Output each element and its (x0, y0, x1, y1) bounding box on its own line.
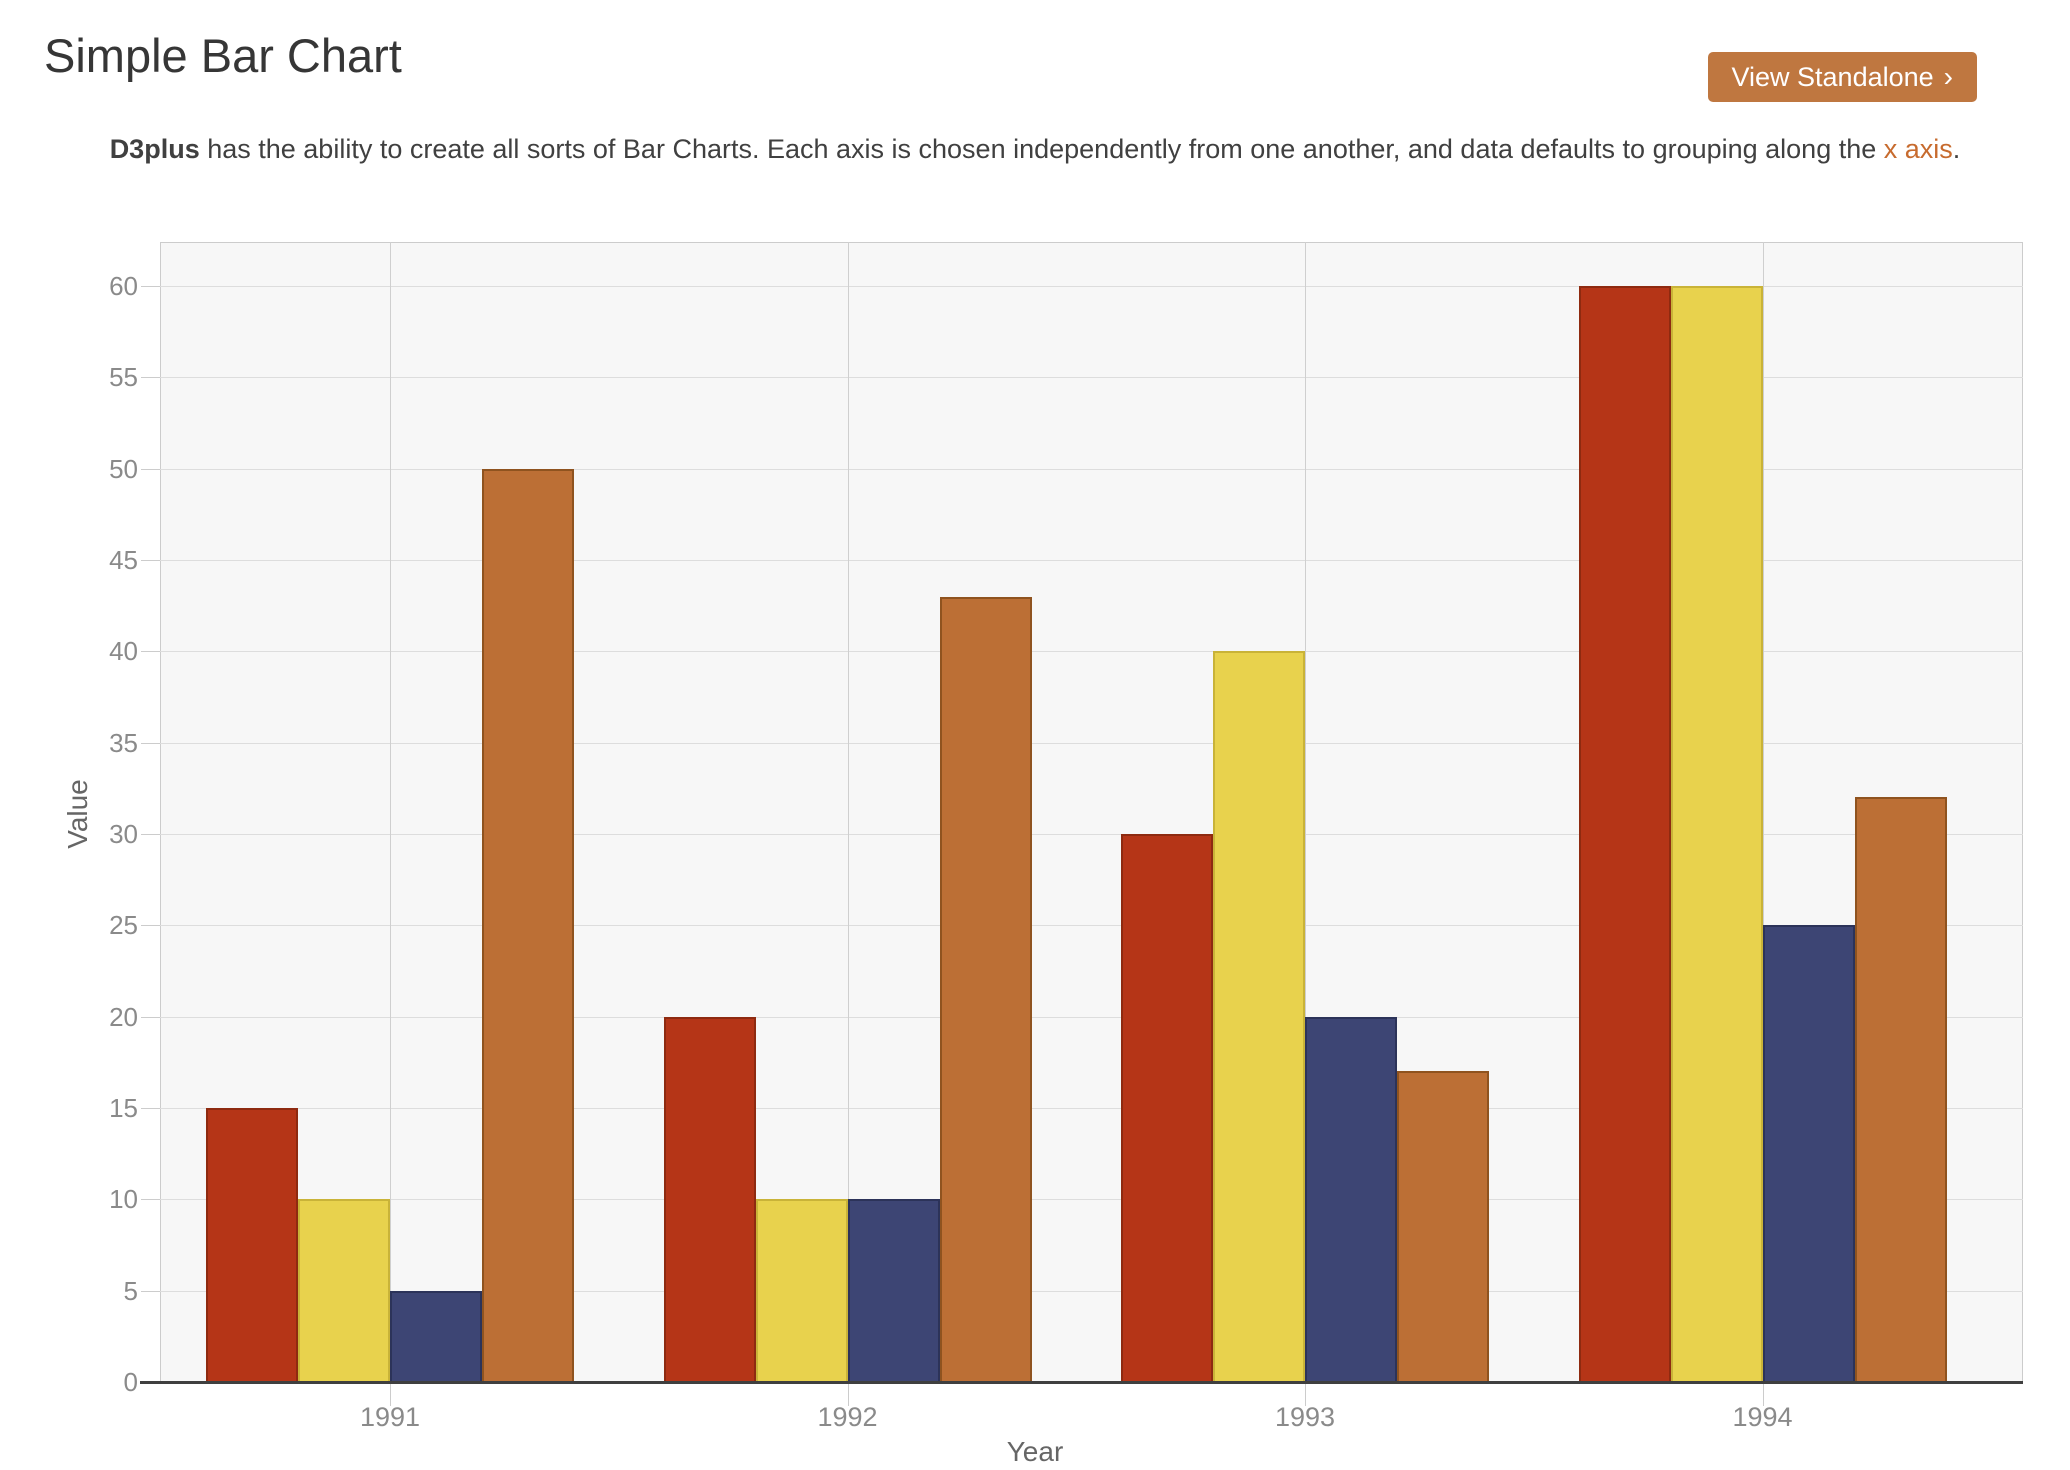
y-tick-mark (141, 834, 160, 835)
y-tick-mark (141, 651, 160, 653)
x-tick-mark (1305, 1382, 1306, 1406)
view-standalone-button[interactable]: View Standalone › (1707, 52, 1977, 102)
bar-red-1992[interactable] (663, 1016, 756, 1382)
description-period: . (1952, 134, 1961, 164)
y-gridline (160, 1016, 2023, 1018)
y-gridline (160, 742, 2023, 744)
y-tick-label: 45 (109, 545, 138, 575)
y-axis-title: Value (62, 779, 93, 849)
x-gridline (1305, 242, 1306, 1382)
bar-orange-1992[interactable] (939, 596, 1032, 1382)
x-axis-line (140, 1381, 2023, 1384)
description: D3plus has the ability to create all sor… (0, 134, 2070, 165)
y-gridline (160, 560, 2023, 561)
y-tick-label: 25 (109, 910, 138, 941)
bar-orange-1991[interactable] (482, 468, 574, 1382)
x-tick-label: 1993 (1274, 1402, 1336, 1432)
bar-yellow-1993[interactable] (1213, 651, 1305, 1382)
y-tick-mark (141, 377, 160, 379)
y-tick-label: 60 (109, 271, 138, 301)
y-gridline (160, 1290, 2023, 1292)
x-tick-mark (390, 1382, 391, 1406)
y-tick-mark (141, 468, 160, 470)
y-gridline (160, 925, 2023, 927)
x-tick-label: 1991 (359, 1402, 421, 1432)
y-tick-label: 35 (109, 727, 138, 758)
y-tick-label: 10 (109, 1184, 138, 1215)
bar-navy-1992[interactable] (847, 1199, 940, 1382)
y-tick-mark (141, 1016, 160, 1018)
y-tick-mark (141, 925, 160, 927)
x-axis-link[interactable]: x axis (1883, 134, 1953, 164)
y-gridline (160, 1199, 2023, 1201)
y-tick-label: 30 (109, 819, 138, 849)
view-standalone-label: View Standalone (1731, 61, 1934, 92)
y-gridline (160, 651, 2023, 653)
x-tick-label: 1994 (1732, 1402, 1793, 1432)
y-tick-mark (141, 1199, 160, 1201)
y-tick-label: 5 (123, 1275, 138, 1306)
y-tick-label: 40 (109, 636, 138, 667)
x-gridline (1762, 242, 1764, 1382)
bar-yellow-1991[interactable] (298, 1199, 390, 1382)
bar-navy-1993[interactable] (1305, 1016, 1397, 1382)
chevron-right-icon: › (1943, 61, 1953, 92)
y-tick-mark (141, 286, 160, 287)
bar-yellow-1994[interactable] (1670, 286, 1763, 1382)
y-tick-label: 50 (109, 453, 138, 484)
y-gridline (160, 834, 2023, 835)
x-gridline (390, 242, 391, 1382)
x-tick-label: 1992 (817, 1402, 878, 1432)
x-tick-mark (847, 1382, 849, 1406)
x-gridline (847, 242, 849, 1382)
bar-navy-1991[interactable] (390, 1290, 482, 1382)
y-tick-label: 55 (109, 362, 138, 393)
y-tick-mark (141, 1108, 160, 1109)
bar-red-1993[interactable] (1121, 834, 1213, 1382)
y-tick-label: 15 (109, 1093, 138, 1123)
bar-yellow-1992[interactable] (755, 1199, 848, 1382)
bar-red-1994[interactable] (1578, 286, 1671, 1382)
x-axis-title: Year (1006, 1436, 1064, 1467)
y-tick-mark (141, 742, 160, 744)
bar-orange-1994[interactable] (1854, 797, 1947, 1382)
y-tick-mark (141, 1290, 160, 1292)
y-gridline (160, 1108, 2023, 1109)
y-tick-mark (141, 560, 160, 561)
bar-red-1991[interactable] (206, 1108, 298, 1382)
bar-orange-1993[interactable] (1397, 1071, 1489, 1382)
y-gridline (160, 468, 2023, 470)
description-brand: D3plus (109, 134, 200, 164)
y-gridline (160, 286, 2023, 287)
y-tick-label: 0 (123, 1367, 138, 1397)
y-gridline (160, 377, 2023, 379)
x-tick-mark (1762, 1382, 1764, 1406)
description-text: has the ability to create all sorts of B… (199, 134, 1884, 164)
y-tick-label: 20 (109, 1001, 138, 1032)
bar-navy-1994[interactable] (1762, 925, 1855, 1382)
page-title: Simple Bar Chart (44, 29, 402, 82)
